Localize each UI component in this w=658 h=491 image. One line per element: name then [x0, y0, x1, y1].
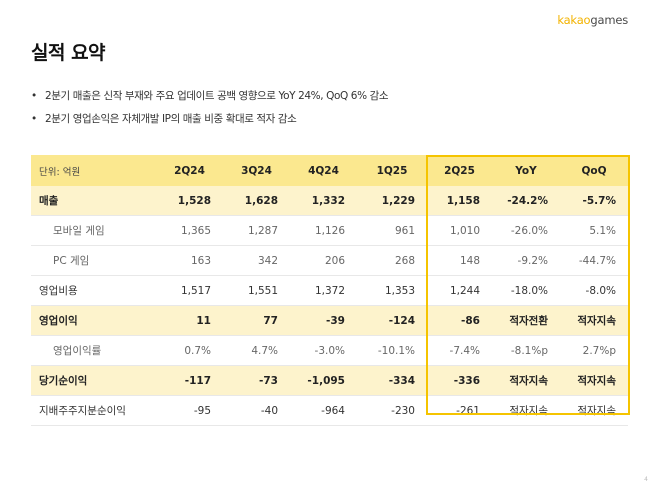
table-cell: -10.1% [357, 335, 427, 366]
logo-brand: kakao [557, 13, 591, 27]
table-cell: 206 [290, 245, 357, 276]
row-label: 모바일 게임 [31, 215, 156, 246]
table-cell: 1,126 [290, 215, 357, 246]
summary-bullets: • 2분기 매출은 신작 부재와 주요 업데이트 공백 영향으로 YoY 24%,… [31, 89, 389, 135]
table-cell: -39 [290, 305, 357, 336]
table-cell: 1,010 [427, 215, 492, 246]
table-cell: 77 [223, 305, 290, 336]
table-cell: 5.1% [560, 215, 628, 246]
bullet-dot-icon: • [31, 113, 37, 125]
earnings-summary-table: 단위: 억원 2Q24 3Q24 4Q24 1Q25 2Q25 YoY QoQ … [31, 155, 628, 426]
table-row-net-income: 당기순이익 -117 -73 -1,095 -334 -336 적자지속 적자지… [31, 365, 628, 396]
table-cell: -8.0% [560, 275, 628, 306]
bullet-dot-icon: • [31, 90, 37, 102]
table-cell: -334 [357, 365, 427, 396]
table-cell: -336 [427, 365, 492, 396]
table-cell: 1,365 [156, 215, 223, 246]
table-cell: 적자지속 [560, 395, 628, 426]
page-title: 실적 요약 [31, 42, 106, 64]
column-header: 4Q24 [290, 155, 357, 186]
row-label: 당기순이익 [31, 365, 156, 396]
table-row-operating-margin: 영업이익률 0.7% 4.7% -3.0% -10.1% -7.4% -8.1%… [31, 335, 628, 366]
table-cell: 11 [156, 305, 223, 336]
table-cell: 2.7%p [560, 335, 628, 366]
table-cell: -73 [223, 365, 290, 396]
column-header: 1Q25 [357, 155, 427, 186]
column-header: 3Q24 [223, 155, 290, 186]
table-cell: 961 [357, 215, 427, 246]
table-cell: 1,287 [223, 215, 290, 246]
table-cell: 268 [357, 245, 427, 276]
table-row-controlling-net-income: 지배주주지분순이익 -95 -40 -964 -230 -261 적자지속 적자… [31, 395, 628, 426]
row-label: 매출 [31, 186, 156, 216]
row-label: 영업이익 [31, 305, 156, 336]
table-cell: 163 [156, 245, 223, 276]
table-cell: 적자지속 [492, 395, 560, 426]
bullet-item: • 2분기 매출은 신작 부재와 주요 업데이트 공백 영향으로 YoY 24%,… [31, 89, 389, 103]
row-label: PC 게임 [31, 245, 156, 276]
table-cell: 적자지속 [560, 365, 628, 396]
column-header: 2Q25 [427, 155, 492, 186]
row-label: 지배주주지분순이익 [31, 395, 156, 426]
table-cell: -117 [156, 365, 223, 396]
table-cell: -5.7% [560, 186, 628, 216]
table-cell: -261 [427, 395, 492, 426]
column-header: YoY [492, 155, 560, 186]
table-cell: -8.1%p [492, 335, 560, 366]
table-row-operating-profit: 영업이익 11 77 -39 -124 -86 적자전환 적자지속 [31, 305, 628, 336]
bullet-text: 2분기 영업손익은 자체개발 IP의 매출 비중 확대로 적자 감소 [45, 113, 297, 125]
table-cell: 적자지속 [560, 305, 628, 336]
logo-product: games [590, 13, 628, 27]
table-cell: 적자전환 [492, 305, 560, 336]
table-row-operating-expenses: 영업비용 1,517 1,551 1,372 1,353 1,244 -18.0… [31, 275, 628, 306]
table-row-revenue: 매출 1,528 1,628 1,332 1,229 1,158 -24.2% … [31, 186, 628, 216]
table-cell: -18.0% [492, 275, 560, 306]
row-label: 영업비용 [31, 275, 156, 306]
table-cell: -26.0% [492, 215, 560, 246]
table-cell: 148 [427, 245, 492, 276]
table-cell: -7.4% [427, 335, 492, 366]
table-cell: -124 [357, 305, 427, 336]
table-cell: 4.7% [223, 335, 290, 366]
table-cell: 1,372 [290, 275, 357, 306]
table-cell: 1,628 [223, 186, 290, 216]
table-cell: 342 [223, 245, 290, 276]
table-cell: -230 [357, 395, 427, 426]
table-cell: -3.0% [290, 335, 357, 366]
table-header-row: 단위: 억원 2Q24 3Q24 4Q24 1Q25 2Q25 YoY QoQ [31, 155, 628, 186]
table-cell: 1,517 [156, 275, 223, 306]
bullet-item: • 2분기 영업손익은 자체개발 IP의 매출 비중 확대로 적자 감소 [31, 112, 388, 126]
table-cell: -40 [223, 395, 290, 426]
table-cell: 0.7% [156, 335, 223, 366]
table-cell: -9.2% [492, 245, 560, 276]
column-header: 2Q24 [156, 155, 223, 186]
table-row-mobile-games: 모바일 게임 1,365 1,287 1,126 961 1,010 -26.0… [31, 215, 628, 246]
table-cell: -1,095 [290, 365, 357, 396]
table-cell: 1,158 [427, 186, 492, 216]
table-cell: -44.7% [560, 245, 628, 276]
column-header: QoQ [560, 155, 628, 186]
table-row-pc-games: PC 게임 163 342 206 268 148 -9.2% -44.7% [31, 245, 628, 276]
table-cell: 1,244 [427, 275, 492, 306]
bullet-text: 2분기 매출은 신작 부재와 주요 업데이트 공백 영향으로 YoY 24%, … [45, 90, 389, 102]
company-logo: kakaogames [557, 13, 628, 27]
page-number: 4 [644, 476, 648, 483]
table-cell: 적자지속 [492, 365, 560, 396]
table-cell: -95 [156, 395, 223, 426]
table-cell: -964 [290, 395, 357, 426]
row-label: 영업이익률 [31, 335, 156, 366]
table-cell: 1,528 [156, 186, 223, 216]
table-cell: 1,551 [223, 275, 290, 306]
table-cell: -86 [427, 305, 492, 336]
table-cell: 1,229 [357, 186, 427, 216]
table-cell: 1,332 [290, 186, 357, 216]
table-cell: -24.2% [492, 186, 560, 216]
table-cell: 1,353 [357, 275, 427, 306]
unit-label: 단위: 억원 [31, 155, 156, 186]
